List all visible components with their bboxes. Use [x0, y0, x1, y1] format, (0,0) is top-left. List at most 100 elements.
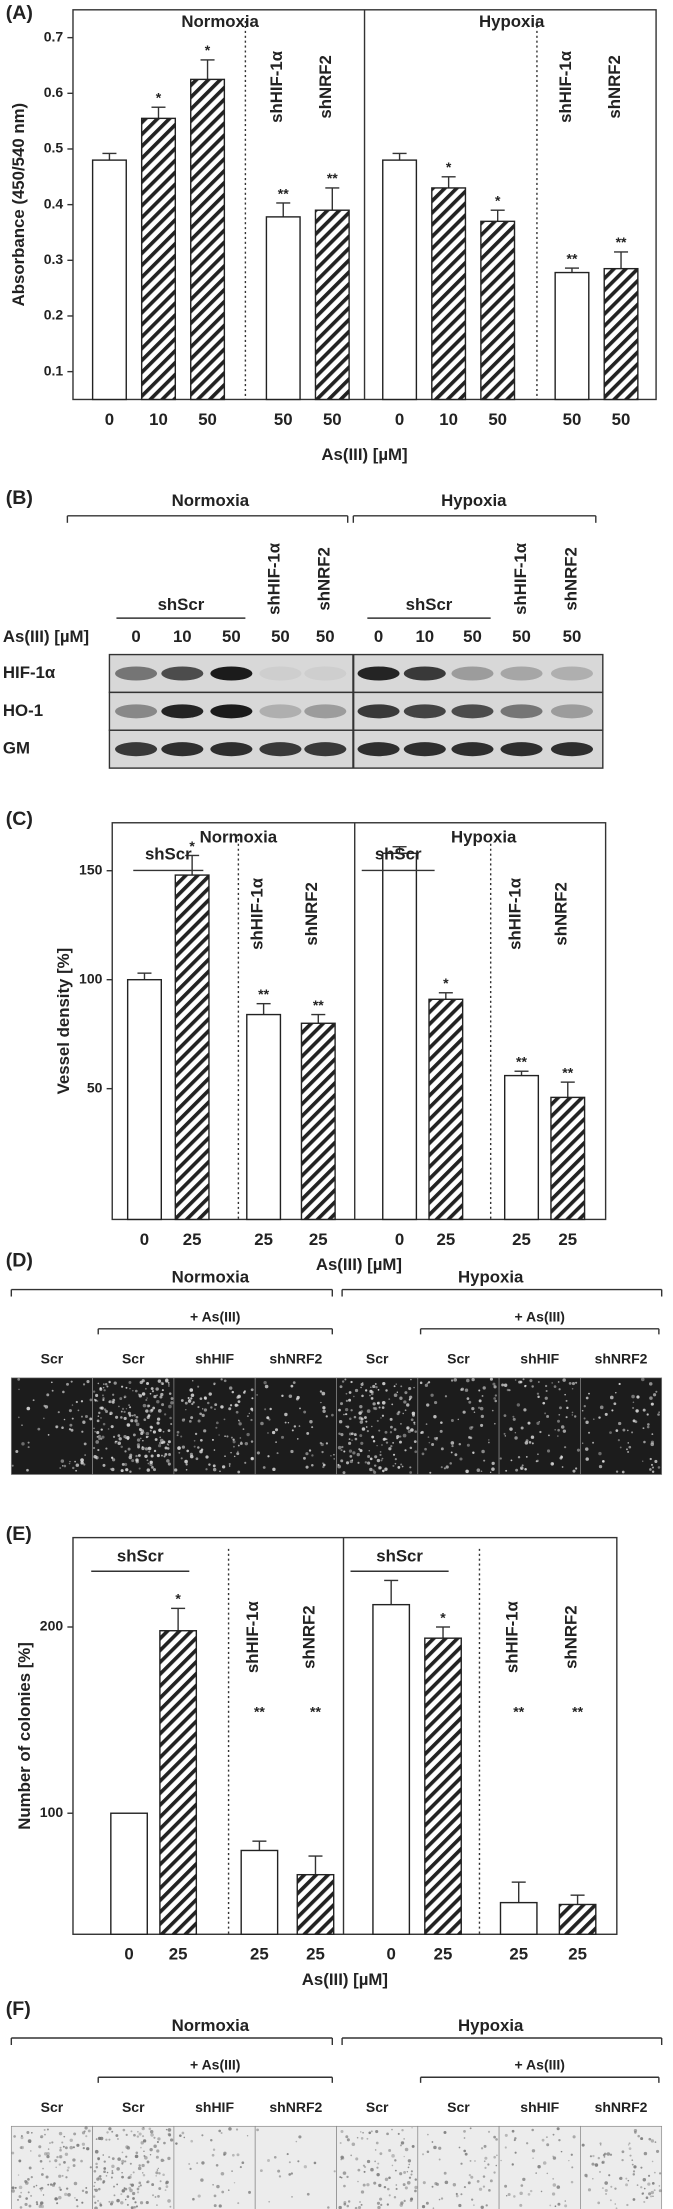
cell-speck [565, 1416, 568, 1419]
cell-speck [128, 1381, 132, 1384]
cell-speck [250, 1418, 253, 1422]
cell-speck [219, 1470, 221, 1473]
cell-speck [376, 1401, 381, 1405]
cell-speck [519, 2191, 523, 2196]
cell-speck [340, 1433, 344, 1437]
cell-speck [59, 2156, 62, 2158]
cell-speck [156, 1399, 160, 1404]
cell-speck [96, 1435, 99, 1438]
cell-speck [66, 2169, 69, 2172]
cell-speck [108, 2200, 111, 2203]
cell-speck [504, 2146, 507, 2149]
cell-speck [51, 2141, 54, 2144]
cell-speck [139, 2201, 144, 2205]
cell-speck [494, 1394, 498, 1397]
cell-speck [483, 2144, 487, 2148]
cell-speck [190, 1393, 195, 1398]
cell-speck [366, 2137, 369, 2140]
bar [424, 1637, 462, 1935]
cell-speck [536, 1421, 540, 1425]
cell-speck [100, 1428, 103, 1431]
cell-speck [85, 2186, 88, 2189]
lane-label: Scr [41, 2099, 64, 2115]
cell-speck [585, 2175, 588, 2178]
cell-speck [493, 2171, 496, 2174]
cell-speck [296, 1438, 299, 1440]
cell-speck [353, 1395, 355, 1398]
cell-speck [514, 2137, 517, 2140]
cell-speck [188, 1419, 192, 1423]
cell-speck [618, 1382, 621, 1386]
cell-speck [557, 1419, 560, 1423]
cell-speck [246, 1432, 250, 1437]
cell-speck [150, 1387, 154, 1390]
cell-speck [373, 2181, 377, 2185]
cell-speck [93, 1427, 95, 1429]
cell-speck [18, 2185, 23, 2190]
cell-speck [224, 1455, 226, 1457]
cell-speck [585, 1447, 589, 1451]
cell-speck [376, 2201, 381, 2205]
cell-speck [540, 2190, 543, 2193]
blot-band [451, 742, 494, 757]
cell-speck [183, 1418, 186, 1421]
cell-speck [126, 1423, 131, 1427]
cell-speck [220, 2131, 223, 2135]
cell-speck [97, 1415, 100, 1417]
sh-label: shNRF2 [561, 547, 580, 610]
cell-speck [189, 1388, 194, 1392]
cell-speck [546, 2143, 550, 2147]
cell-speck [425, 1423, 428, 1425]
cell-speck [142, 1440, 144, 1442]
cell-speck [170, 1401, 174, 1405]
cell-speck [42, 2167, 44, 2170]
cell-speck [348, 1398, 352, 1402]
cell-speck [410, 2173, 413, 2176]
cell-speck [483, 1459, 486, 1462]
cell-speck [562, 1429, 567, 1433]
cell-speck [158, 1444, 162, 1448]
cell-speck [358, 1448, 361, 1451]
cell-speck [137, 2166, 142, 2171]
cell-speck [83, 1463, 86, 1466]
cell-speck [84, 1414, 88, 1418]
cell-speck [54, 2159, 58, 2163]
cell-speck [621, 2158, 624, 2162]
cell-speck [396, 1435, 400, 1439]
cell-speck [128, 1455, 133, 1460]
blot-band [161, 666, 204, 681]
cell-speck [368, 2131, 372, 2135]
cell-speck [155, 2155, 159, 2159]
cell-speck [237, 1394, 241, 1399]
cell-speck [373, 1470, 377, 1474]
cell-speck [121, 2175, 124, 2179]
cell-speck [391, 2154, 395, 2158]
cell-speck [529, 1379, 533, 1383]
cell-speck [50, 1381, 53, 1384]
cell-speck [153, 1449, 157, 1453]
cell-speck [228, 1463, 231, 1466]
cell-speck [96, 1419, 100, 1423]
cell-speck [556, 2185, 561, 2189]
cell-speck [627, 2144, 630, 2146]
cell-speck [535, 2172, 537, 2174]
cell-speck [424, 1383, 429, 1388]
cell-speck [604, 1412, 608, 1416]
cell-speck [406, 1403, 410, 1407]
cell-speck [391, 2128, 393, 2131]
cell-speck [212, 2183, 214, 2186]
cell-speck [583, 1405, 586, 1408]
cell-speck [30, 2176, 33, 2179]
cell-speck [36, 2203, 39, 2206]
cell-speck [17, 1377, 21, 1381]
cell-speck [632, 1419, 636, 1423]
cell-speck [103, 2167, 107, 2170]
cell-speck [108, 1381, 111, 1384]
cell-speck [228, 2127, 232, 2131]
cell-speck [68, 1462, 71, 1465]
cell-speck [413, 1440, 417, 1443]
cell-speck [463, 2137, 466, 2139]
cell-speck [599, 2142, 602, 2145]
cell-speck [377, 1389, 380, 1391]
cell-speck [144, 2155, 148, 2160]
